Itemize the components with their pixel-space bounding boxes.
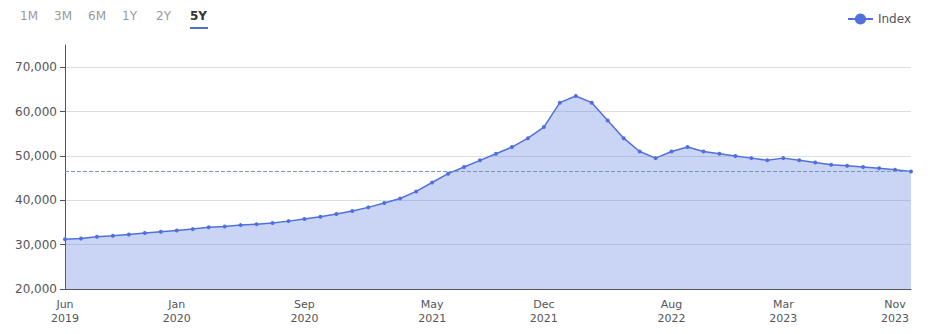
svg-text:50,000: 50,000	[15, 149, 57, 163]
svg-text:2019: 2019	[51, 312, 79, 325]
svg-text:2020: 2020	[290, 312, 318, 325]
svg-text:Index: Index	[878, 12, 911, 26]
svg-text:2020: 2020	[163, 312, 191, 325]
svg-text:70,000: 70,000	[15, 60, 57, 74]
svg-text:60,000: 60,000	[15, 105, 57, 119]
svg-text:Jun: Jun	[55, 298, 73, 311]
svg-text:6M: 6M	[88, 9, 106, 23]
svg-text:2Y: 2Y	[156, 9, 172, 23]
svg-text:May: May	[421, 298, 444, 311]
svg-text:3M: 3M	[54, 9, 72, 23]
svg-text:Aug: Aug	[661, 298, 682, 311]
svg-text:Dec: Dec	[533, 298, 554, 311]
svg-text:30,000: 30,000	[15, 238, 57, 252]
svg-text:Jan: Jan	[167, 298, 185, 311]
svg-text:1Y: 1Y	[122, 9, 138, 23]
svg-text:2023: 2023	[881, 312, 909, 325]
svg-text:20,000: 20,000	[15, 282, 57, 296]
svg-text:Mar: Mar	[773, 298, 794, 311]
svg-text:5Y: 5Y	[190, 9, 207, 23]
svg-text:40,000: 40,000	[15, 193, 57, 207]
svg-text:1M: 1M	[20, 9, 38, 23]
svg-text:Nov: Nov	[884, 298, 906, 311]
svg-text:2023: 2023	[769, 312, 797, 325]
svg-text:Sep: Sep	[294, 298, 315, 311]
svg-text:2021: 2021	[530, 312, 558, 325]
svg-text:2022: 2022	[658, 312, 686, 325]
svg-text:2021: 2021	[418, 312, 446, 325]
